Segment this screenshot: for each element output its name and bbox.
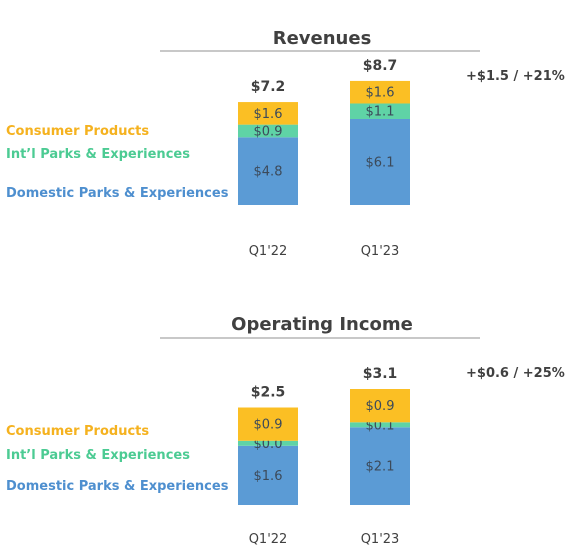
chart-2-category-1: Q1'22 (249, 532, 288, 547)
chart-1-legend-consumer: Consumer Products (6, 124, 149, 139)
chart-1-category-2: Q1'23 (361, 244, 400, 259)
chart-1-value-domestic-2: $6.1 (366, 155, 395, 170)
chart-2-value-consumer-1: $0.9 (254, 418, 283, 433)
chart-2-legend-intl: Int’l Parks & Experiences (6, 448, 190, 463)
chart-1-bar-domestic-2 (350, 118, 410, 205)
chart-1-value-intl-1: $0.9 (254, 124, 283, 139)
chart-2-title: Operating Income (231, 314, 413, 335)
chart-2-bar-consumer-2 (350, 389, 410, 423)
chart-1-bar-intl-1 (238, 124, 298, 138)
chart-1-bar-consumer-2 (350, 80, 410, 104)
chart-2-change-label: +$0.6 / +25% (466, 366, 565, 381)
chart-2-legend-consumer: Consumer Products (6, 424, 149, 439)
chart-1-category-1: Q1'22 (249, 244, 288, 259)
chart-2-bar-consumer-1 (238, 407, 298, 441)
chart-2-legend-domestic: Domestic Parks & Experiences (6, 479, 229, 494)
chart-1-value-consumer-1: $1.6 (254, 107, 283, 122)
chart-1-legend-domestic: Domestic Parks & Experiences (6, 186, 229, 201)
chart-2-total-2: $3.1 (363, 366, 398, 382)
chart-2-value-domestic-2: $2.1 (366, 460, 395, 475)
chart-2-value-domestic-1: $1.6 (254, 469, 283, 484)
chart-1-bar-intl-2 (350, 103, 410, 119)
chart-1-value-intl-2: $1.1 (366, 105, 395, 120)
chart-2-value-consumer-2: $0.9 (366, 399, 395, 414)
chart-1-total-1: $7.2 (251, 79, 286, 95)
chart-1-bar-consumer-1 (238, 102, 298, 125)
chart-1-bar-domestic-1 (238, 137, 298, 205)
chart-2-bar-domestic-1 (238, 445, 298, 505)
chart-1-change-label: +$1.5 / +21% (466, 69, 565, 84)
chart-1-value-domestic-1: $4.8 (254, 165, 283, 180)
chart-2-bar-intl-2 (350, 422, 410, 428)
chart-2-bar-intl-1 (238, 440, 298, 446)
chart-1-legend-intl: Int’l Parks & Experiences (6, 147, 190, 162)
chart-2-category-2: Q1'23 (361, 532, 400, 547)
chart-2-total-1: $2.5 (251, 385, 286, 401)
chart-1-total-2: $8.7 (363, 58, 398, 74)
chart-1-title: Revenues (273, 28, 372, 49)
chart-1-value-consumer-2: $1.6 (366, 86, 395, 101)
chart-2-bar-domestic-2 (350, 427, 410, 505)
